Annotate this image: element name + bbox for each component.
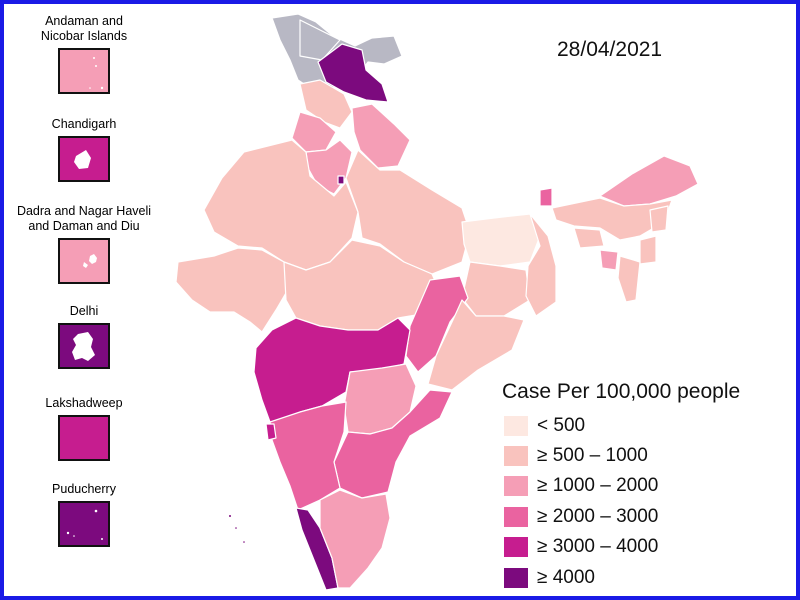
andaman-islands-shape bbox=[89, 57, 104, 90]
map-date: 28/04/2021 bbox=[557, 38, 663, 61]
legend-swatch bbox=[504, 476, 528, 496]
legend-swatch bbox=[504, 507, 528, 527]
inset-lakshadweep: Lakshadweep bbox=[6, 396, 162, 461]
inset-label: Lakshadweep bbox=[45, 396, 123, 410]
region-west-bengal bbox=[525, 213, 557, 317]
inset-label: Chandigarh bbox=[51, 117, 117, 131]
region-himachal bbox=[299, 79, 353, 129]
inset-chandigarh: Chandigarh bbox=[6, 117, 162, 182]
legend-label: ≥ 2000 – 3000 bbox=[537, 506, 659, 527]
region-arunachal bbox=[599, 155, 699, 207]
inset-label: Delhi bbox=[69, 304, 99, 318]
legend-label: ≥ 4000 bbox=[537, 567, 595, 588]
legend-label: ≥ 500 – 1000 bbox=[537, 445, 648, 466]
inset-puducherry: Puducherry bbox=[6, 482, 162, 547]
legend-title: Case Per 100,000 people bbox=[502, 380, 741, 403]
frame-left bbox=[0, 0, 4, 600]
inset-label: Dadra and Nagar Haveli and Daman and Diu bbox=[16, 204, 152, 233]
region-manipur bbox=[639, 235, 657, 265]
legend-swatch bbox=[504, 446, 528, 466]
region-mizoram bbox=[617, 255, 641, 303]
inset-swatch bbox=[58, 238, 110, 284]
region-goa bbox=[265, 423, 277, 441]
region-odisha bbox=[427, 299, 525, 391]
inset-swatch bbox=[58, 323, 110, 369]
state-regions bbox=[175, 13, 699, 591]
region-sikkim bbox=[539, 187, 553, 207]
inset-label: Puducherry bbox=[52, 482, 116, 496]
chandigarh-shape bbox=[74, 150, 91, 169]
frame-top bbox=[0, 0, 800, 4]
region-delhi-mark bbox=[337, 175, 345, 185]
region-bihar bbox=[461, 213, 541, 267]
region-tripura bbox=[599, 249, 619, 271]
legend-swatch bbox=[504, 416, 528, 436]
legend-swatch bbox=[504, 537, 528, 557]
region-karnataka bbox=[269, 401, 347, 511]
inset-delhi: Delhi bbox=[6, 304, 162, 369]
legend-label: < 500 bbox=[537, 415, 586, 436]
lakshadweep-dot bbox=[229, 515, 231, 517]
inset-dadra-daman-diu: Dadra and Nagar Haveli and Daman and Diu bbox=[6, 204, 162, 284]
puducherry-shape bbox=[66, 509, 103, 540]
legend-label: ≥ 1000 – 2000 bbox=[537, 475, 659, 496]
region-andhra-pradesh bbox=[333, 389, 453, 499]
island-dots bbox=[229, 515, 245, 543]
inset-swatch bbox=[58, 415, 110, 461]
legend-label: ≥ 3000 – 4000 bbox=[537, 536, 659, 557]
region-gujarat bbox=[175, 247, 291, 333]
region-ladakh bbox=[317, 43, 389, 103]
frame-bottom bbox=[0, 596, 800, 600]
lakshadweep-dot bbox=[235, 527, 237, 529]
delhi-shape bbox=[72, 332, 95, 361]
legend-swatch bbox=[504, 568, 528, 588]
region-nagaland bbox=[649, 205, 669, 233]
region-uttarakhand bbox=[351, 103, 411, 169]
inset-swatch bbox=[58, 136, 110, 182]
dadra-daman-diu-shape bbox=[83, 254, 97, 268]
inset-swatch bbox=[58, 501, 110, 547]
region-tamil-nadu bbox=[319, 489, 391, 589]
lakshadweep-dot bbox=[243, 541, 245, 543]
inset-andaman-nicobar: Andaman and Nicobar Islands bbox=[6, 14, 162, 94]
frame-right bbox=[796, 0, 800, 600]
inset-label: Andaman and Nicobar Islands bbox=[40, 14, 128, 43]
region-meghalaya bbox=[573, 227, 605, 249]
region-jharkhand bbox=[461, 261, 531, 317]
inset-swatch bbox=[58, 48, 110, 94]
